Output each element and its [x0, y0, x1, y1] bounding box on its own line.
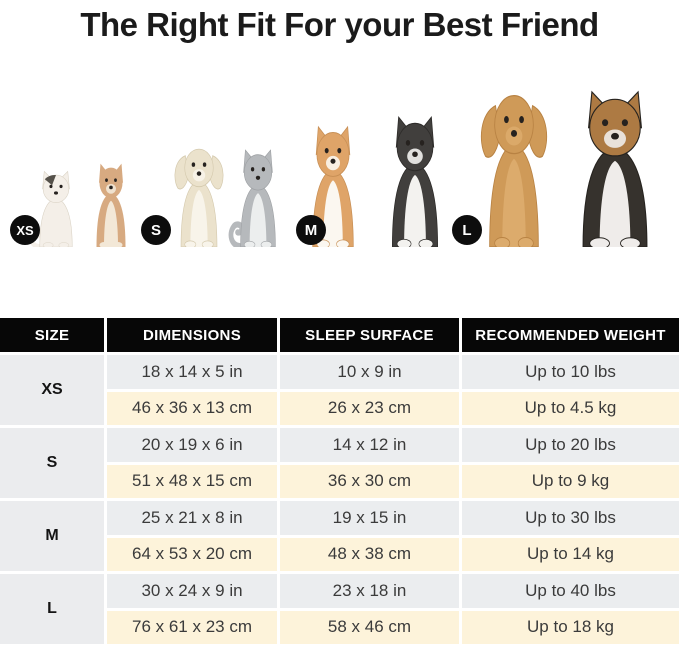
value-cell-inches: 23 x 18 in — [280, 574, 459, 608]
value-cell-metric: Up to 4.5 kg — [462, 391, 679, 425]
border-collie-image — [376, 113, 454, 252]
size-label-cell: M — [0, 501, 104, 571]
value-cell-inches: 19 x 15 in — [280, 501, 459, 535]
column-header: SLEEP SURFACE — [280, 318, 459, 352]
value-cell-metric: 48 x 38 cm — [280, 537, 459, 571]
value-cell-inches: Up to 20 lbs — [462, 428, 679, 462]
value-cell-metric: 36 x 30 cm — [280, 464, 459, 498]
size-label-cell: L — [0, 574, 104, 644]
golden-retriever-image — [472, 83, 556, 252]
value-cell-inches: 18 x 14 x 5 in — [107, 355, 277, 389]
value-cell-metric: 64 x 53 x 20 cm — [107, 537, 277, 571]
size-badge: S — [141, 215, 171, 245]
column-header: RECOMMENDED WEIGHT — [462, 318, 679, 352]
value-cell-inches: 14 x 12 in — [280, 428, 459, 462]
value-cell-inches: 30 x 24 x 9 in — [107, 574, 277, 608]
size-label-cell: S — [0, 428, 104, 498]
value-cell-metric: Up to 9 kg — [462, 464, 679, 498]
size-badge: XS — [10, 215, 40, 245]
size-chart-table: SIZE DIMENSIONS SLEEP SURFACE RECOMMENDED W… — [0, 318, 679, 644]
value-cell-metric: 46 x 36 x 13 cm — [107, 391, 277, 425]
chihuahua-image — [86, 161, 136, 252]
value-cell-inches: 20 x 19 x 6 in — [107, 428, 277, 462]
size-badge: L — [452, 215, 482, 245]
value-cell-metric: 26 x 23 cm — [280, 391, 459, 425]
value-cell-inches: Up to 30 lbs — [462, 501, 679, 535]
column-header: DIMENSIONS — [107, 318, 277, 352]
pets-illustration: XS S M L — [0, 60, 679, 252]
size-label-cell: XS — [0, 355, 104, 425]
value-cell-inches: 25 x 21 x 8 in — [107, 501, 277, 535]
value-cell-metric: 51 x 48 x 15 cm — [107, 464, 277, 498]
value-cell-metric: 58 x 46 cm — [280, 610, 459, 644]
value-cell-inches: Up to 40 lbs — [462, 574, 679, 608]
page-title: The Right Fit For your Best Friend — [80, 6, 599, 43]
column-header: SIZE — [0, 318, 104, 352]
value-cell-metric: Up to 18 kg — [462, 610, 679, 644]
size-badge: M — [296, 215, 326, 245]
gray-white-cat-image — [228, 147, 288, 252]
value-cell-metric: 76 x 61 x 23 cm — [107, 610, 277, 644]
maltese-puppy-image — [168, 141, 230, 252]
value-cell-metric: Up to 14 kg — [462, 537, 679, 571]
value-cell-inches: 10 x 9 in — [280, 355, 459, 389]
rough-collie-image — [560, 87, 670, 252]
white-calico-cat-image — [28, 169, 84, 252]
value-cell-inches: Up to 10 lbs — [462, 355, 679, 389]
